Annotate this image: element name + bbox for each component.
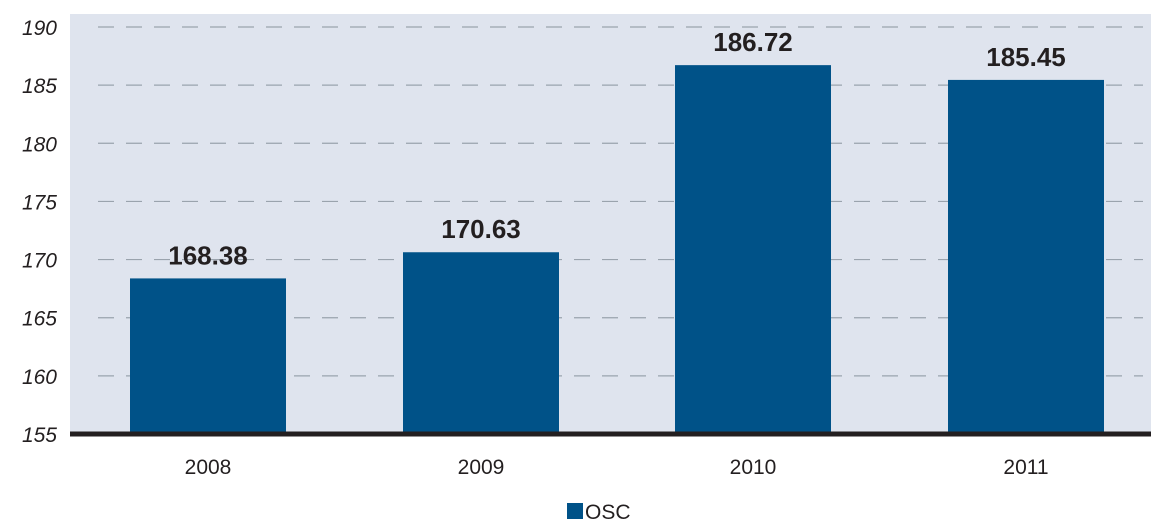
legend-swatch (567, 503, 583, 519)
bar-2010 (675, 65, 831, 434)
x-tick-label: 2008 (185, 456, 232, 479)
data-label-2011: 185.45 (986, 42, 1066, 72)
x-tick-label: 2010 (730, 456, 777, 479)
y-tick-label: 180 (22, 133, 57, 156)
legend-label: OSC (585, 501, 631, 522)
y-tick-label: 175 (22, 191, 57, 214)
x-tick-label: 2011 (1003, 456, 1048, 479)
bar-2009 (403, 252, 559, 434)
data-label-2008: 168.38 (168, 240, 248, 270)
bars (130, 65, 1104, 434)
data-label-2010: 186.72 (713, 27, 793, 57)
y-tick-label: 160 (22, 366, 57, 389)
y-tick-label: 190 (22, 17, 57, 40)
y-tick-label: 155 (22, 424, 57, 447)
y-axis-ticks: 155 160 165 170 175 180 185 190 (22, 17, 57, 447)
legend: OSC (567, 501, 631, 522)
data-label-2009: 170.63 (441, 214, 521, 244)
x-tick-label: 2009 (458, 456, 505, 479)
y-tick-label: 185 (22, 75, 57, 98)
x-axis-ticks: 2008 2009 2010 2011 (185, 456, 1049, 479)
data-labels: 168.38 170.63 186.72 185.45 (168, 27, 1066, 270)
bar-2008 (130, 278, 286, 434)
y-tick-label: 170 (22, 250, 57, 273)
bar-2011 (948, 79, 1104, 434)
y-tick-label: 165 (22, 308, 57, 331)
